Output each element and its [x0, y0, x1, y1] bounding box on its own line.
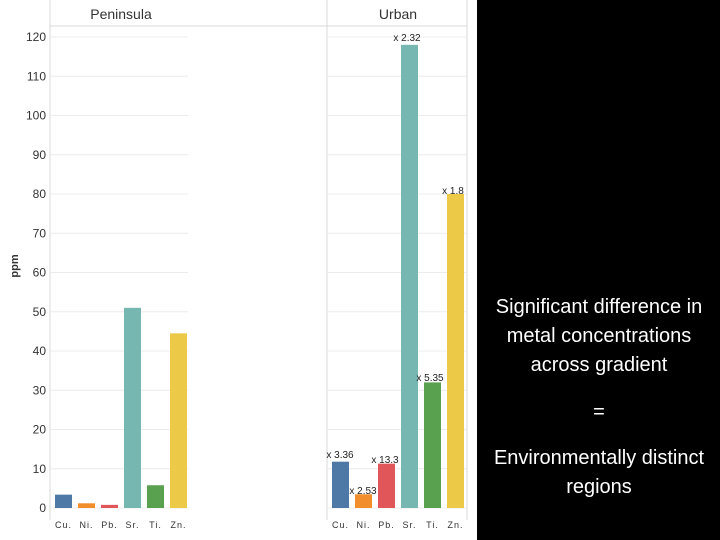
x-tick-label: Ti. [426, 520, 439, 530]
x-tick-label: Zn. [170, 520, 186, 530]
statement-text: Significant difference in metal concentr… [495, 296, 703, 376]
bar-peninsula-ni [78, 503, 95, 508]
y-tick-label: 10 [33, 462, 47, 476]
x-tick-label: Sr. [125, 520, 139, 530]
bar-urban-cu [332, 461, 349, 508]
panel-title-urban: Urban [379, 6, 417, 22]
panel-title-peninsula: Peninsula [90, 6, 152, 22]
bar-urban-pb [378, 463, 395, 508]
x-tick-label: Ni. [357, 520, 371, 530]
x-tick-label: Ni. [80, 520, 94, 530]
bar-urban-zn [447, 194, 464, 508]
multiplier-annotation: x 2.53 [349, 486, 377, 497]
bar-urban-ti [424, 382, 441, 508]
x-tick-label: Sr. [402, 520, 416, 530]
y-tick-label: 20 [33, 423, 47, 437]
bar-peninsula-cu [55, 494, 72, 508]
x-tick-label: Cu. [55, 520, 72, 530]
y-tick-label: 60 [33, 266, 47, 280]
side-text-panel: Significant difference in metal concentr… [478, 0, 720, 540]
bar-urban-sr [401, 44, 418, 508]
multiplier-annotation: x 2.32 [393, 33, 421, 44]
y-tick-label: 100 [26, 109, 46, 123]
x-tick-label: Zn. [447, 520, 463, 530]
y-tick-label: 80 [33, 187, 47, 201]
multiplier-annotation: x 5.35 [416, 373, 444, 384]
bar-peninsula-ti [147, 485, 164, 508]
y-tick-label: 70 [33, 226, 47, 240]
y-axis-title: ppm [9, 254, 21, 277]
x-tick-label: Pb. [101, 520, 118, 530]
bar-peninsula-sr [124, 307, 141, 508]
y-tick-label: 110 [27, 69, 46, 83]
y-tick-label: 120 [26, 30, 46, 44]
x-tick-label: Ti. [149, 520, 162, 530]
x-tick-label: Cu. [332, 520, 349, 530]
bar-chart: 0 10 20 30 40 50 60 70 80 90 100 110 120 ppm Peninsula… [9, 0, 468, 530]
y-tick-label: 50 [33, 305, 47, 319]
x-tick-label: Pb. [378, 520, 395, 530]
conclusion-text: Environmentally distinct regions [493, 447, 705, 498]
bar-peninsula-pb [101, 504, 118, 508]
y-tick-label: 30 [33, 383, 47, 397]
chart-panel: 0 10 20 30 40 50 60 70 80 90 100 110 120 ppm Peninsula… [0, 0, 477, 540]
multiplier-annotation: x 3.36 [326, 450, 354, 461]
bar-urban-ni [355, 494, 372, 508]
equals-sign: = [593, 401, 605, 423]
bar-peninsula-zn [170, 333, 187, 508]
multiplier-annotation: x 1.8 [442, 186, 464, 197]
y-tick-label: 40 [33, 344, 47, 358]
y-tick-label: 90 [33, 148, 47, 162]
multiplier-annotation: x 13.3 [371, 455, 399, 466]
y-tick-label: 0 [39, 501, 46, 515]
